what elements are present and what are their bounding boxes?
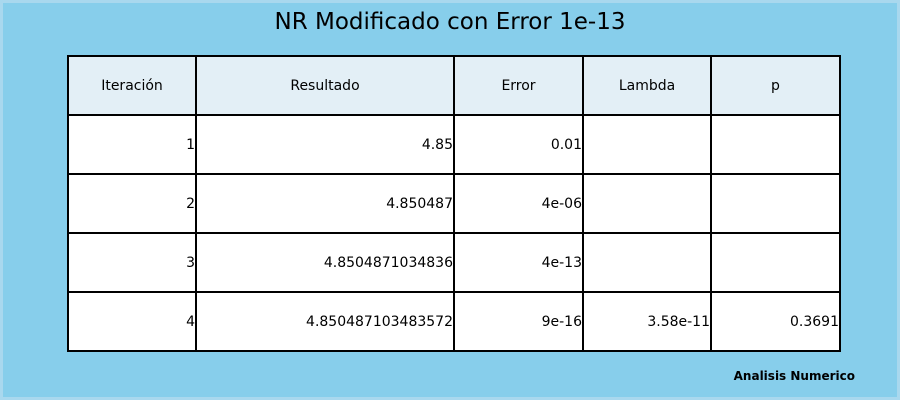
- column-header-resultado: Resultado: [195, 55, 455, 116]
- cell-resultado: 4.850487103483572: [195, 291, 455, 352]
- cell-iteracion: 1: [67, 114, 197, 175]
- figure-title: NR Modificado con Error 1e-13: [274, 9, 626, 35]
- table-row: 2 4.850487 4e-06: [67, 173, 841, 234]
- cell-error: 9e-16: [453, 291, 584, 352]
- cell-p: [710, 114, 841, 175]
- cell-error: 4e-06: [453, 173, 584, 234]
- table-row: 1 4.85 0.01: [67, 114, 841, 175]
- table-row: 3 4.8504871034836 4e-13: [67, 232, 841, 293]
- column-header-error: Error: [453, 55, 584, 116]
- results-table: Iteración Resultado Error Lambda p 1 4.8…: [67, 55, 841, 352]
- cell-lambda: 3.58e-11: [582, 291, 712, 352]
- cell-lambda: [582, 232, 712, 293]
- column-header-p: p: [710, 55, 841, 116]
- cell-lambda: [582, 173, 712, 234]
- column-header-lambda: Lambda: [582, 55, 712, 116]
- footer-caption: Analisis Numerico: [733, 369, 855, 383]
- cell-resultado: 4.850487: [195, 173, 455, 234]
- table-header: Iteración Resultado Error Lambda p: [67, 55, 841, 116]
- cell-p: [710, 173, 841, 234]
- cell-iteracion: 3: [67, 232, 197, 293]
- cell-lambda: [582, 114, 712, 175]
- cell-error: 0.01: [453, 114, 584, 175]
- cell-iteracion: 4: [67, 291, 197, 352]
- header-row: Iteración Resultado Error Lambda p: [67, 55, 841, 116]
- column-header-iteracion: Iteración: [67, 55, 197, 116]
- cell-p: [710, 232, 841, 293]
- cell-error: 4e-13: [453, 232, 584, 293]
- table-body: 1 4.85 0.01 2 4.850487 4e-06 3 4.8504871…: [67, 114, 841, 352]
- cell-resultado: 4.85: [195, 114, 455, 175]
- cell-p: 0.3691: [710, 291, 841, 352]
- table-row: 4 4.850487103483572 9e-16 3.58e-11 0.369…: [67, 291, 841, 352]
- cell-resultado: 4.8504871034836: [195, 232, 455, 293]
- cell-iteracion: 2: [67, 173, 197, 234]
